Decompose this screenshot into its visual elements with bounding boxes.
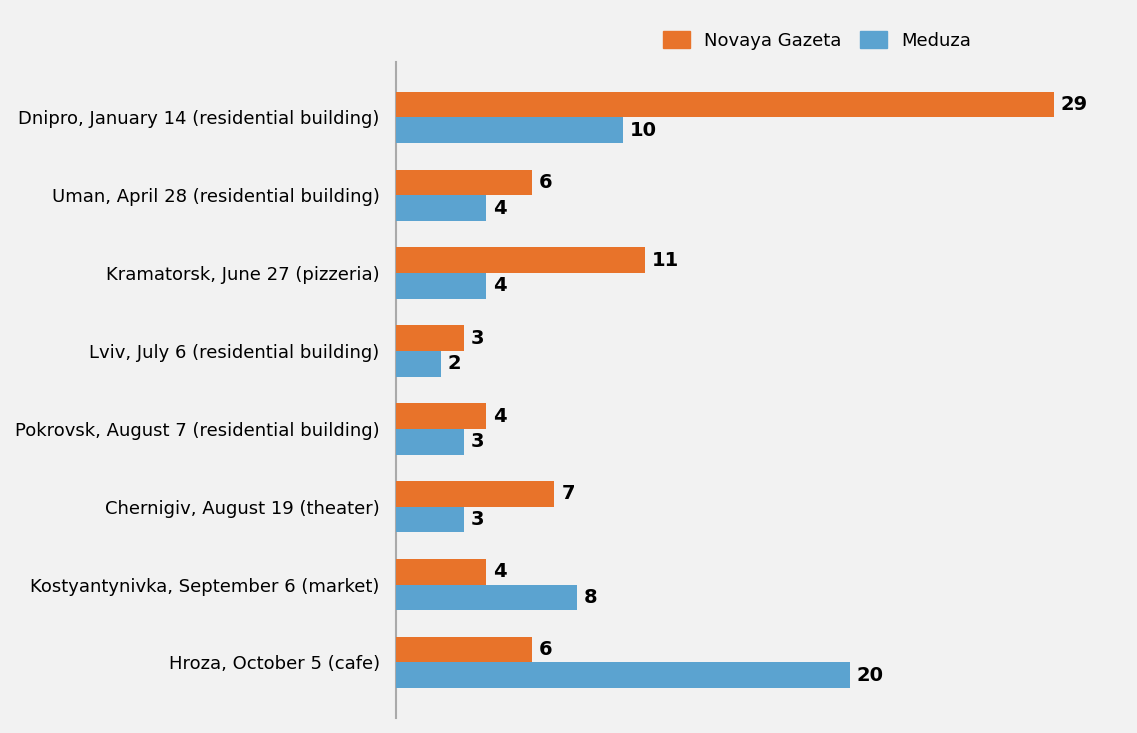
Text: 4: 4 bbox=[493, 276, 507, 295]
Text: 3: 3 bbox=[471, 328, 484, 347]
Text: 3: 3 bbox=[471, 510, 484, 529]
Bar bbox=[396, 92, 1054, 117]
Bar bbox=[396, 481, 555, 507]
Text: 3: 3 bbox=[471, 432, 484, 452]
Text: 4: 4 bbox=[493, 562, 507, 581]
Bar bbox=[396, 169, 532, 195]
Text: 20: 20 bbox=[856, 666, 883, 685]
Bar bbox=[396, 117, 623, 143]
Bar bbox=[396, 429, 464, 454]
Text: 29: 29 bbox=[1061, 95, 1088, 114]
Text: 11: 11 bbox=[653, 251, 680, 270]
Bar bbox=[396, 585, 578, 611]
Bar bbox=[396, 351, 441, 377]
Text: 6: 6 bbox=[539, 640, 553, 659]
Bar bbox=[396, 195, 487, 221]
Bar bbox=[396, 507, 464, 532]
Bar bbox=[396, 248, 646, 273]
Legend: Novaya Gazeta, Meduza: Novaya Gazeta, Meduza bbox=[663, 32, 971, 50]
Text: 4: 4 bbox=[493, 199, 507, 218]
Bar bbox=[396, 559, 487, 585]
Bar bbox=[396, 403, 487, 429]
Bar bbox=[396, 663, 849, 688]
Text: 10: 10 bbox=[630, 121, 656, 140]
Bar bbox=[396, 637, 532, 663]
Text: 7: 7 bbox=[562, 485, 575, 504]
Bar bbox=[396, 325, 464, 351]
Text: 6: 6 bbox=[539, 173, 553, 192]
Text: 4: 4 bbox=[493, 407, 507, 425]
Bar bbox=[396, 273, 487, 299]
Text: 2: 2 bbox=[448, 354, 462, 373]
Text: 8: 8 bbox=[584, 588, 598, 607]
